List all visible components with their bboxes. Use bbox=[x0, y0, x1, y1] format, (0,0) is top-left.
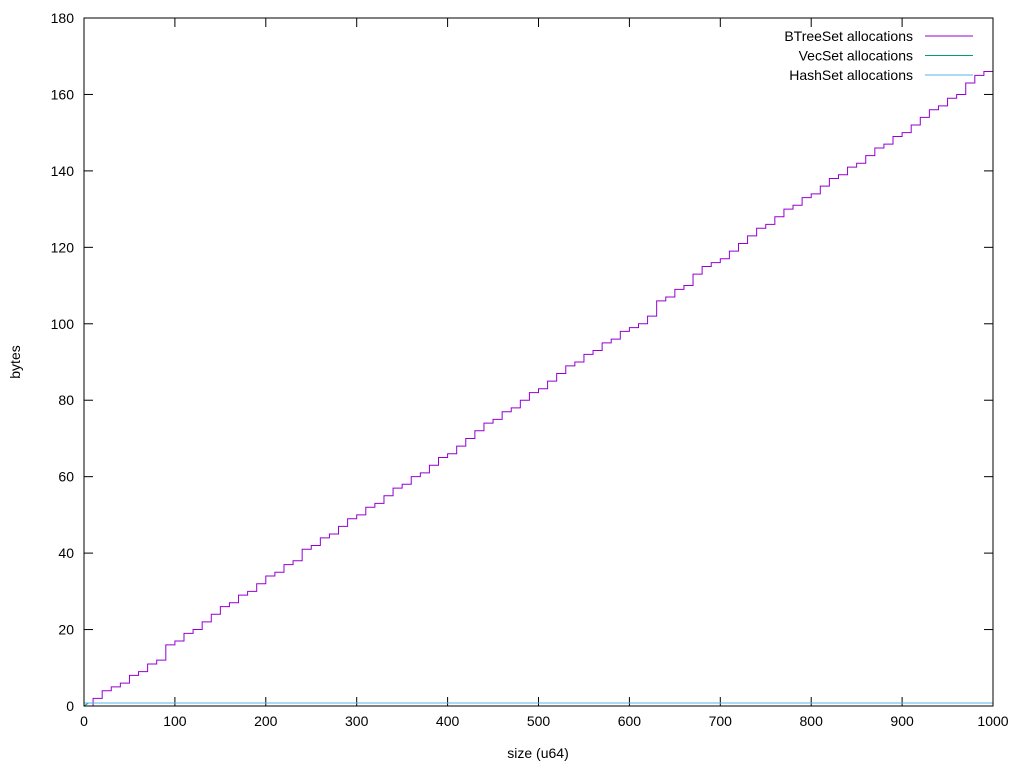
x-tick-label: 400 bbox=[436, 713, 460, 729]
y-tick-label: 180 bbox=[51, 10, 75, 26]
series-line-btreeset bbox=[84, 67, 994, 707]
legend-label: VecSet allocations bbox=[799, 48, 913, 64]
y-axis-label: bytes bbox=[7, 345, 23, 378]
y-tick-label: 80 bbox=[58, 392, 74, 408]
plot-border bbox=[83, 17, 994, 707]
y-tick-label: 140 bbox=[51, 163, 75, 179]
x-tick-label: 100 bbox=[163, 713, 187, 729]
x-tick-label: 0 bbox=[80, 713, 88, 729]
x-tick-label: 800 bbox=[800, 713, 824, 729]
x-tick-label: 700 bbox=[709, 713, 733, 729]
x-tick-label: 500 bbox=[527, 713, 551, 729]
legend: BTreeSet allocations VecSet allocations Ha… bbox=[784, 28, 973, 83]
series-group bbox=[83, 67, 994, 707]
legend-label: BTreeSet allocations bbox=[784, 28, 913, 44]
y-tick-label: 160 bbox=[51, 86, 75, 102]
x-tick-label: 900 bbox=[890, 713, 914, 729]
y-tick-label: 40 bbox=[58, 545, 74, 561]
x-tick-label: 1000 bbox=[977, 713, 1008, 729]
y-tick-label: 0 bbox=[66, 698, 74, 714]
y-tick-label: 60 bbox=[58, 469, 74, 485]
y-tick-label: 20 bbox=[58, 622, 74, 638]
y-tick-label: 100 bbox=[51, 316, 75, 332]
y-tick-label: 120 bbox=[51, 239, 75, 255]
x-tick-label: 300 bbox=[345, 713, 369, 729]
x-axis-label: size (u64) bbox=[507, 745, 568, 761]
axis-ticks: 0 100 200 300 400 500 600 700 800 900 1000 0 20 40 60 8… bbox=[51, 10, 1009, 729]
x-tick-label: 600 bbox=[618, 713, 642, 729]
x-tick-label: 200 bbox=[254, 713, 278, 729]
legend-label: HashSet allocations bbox=[789, 67, 913, 83]
